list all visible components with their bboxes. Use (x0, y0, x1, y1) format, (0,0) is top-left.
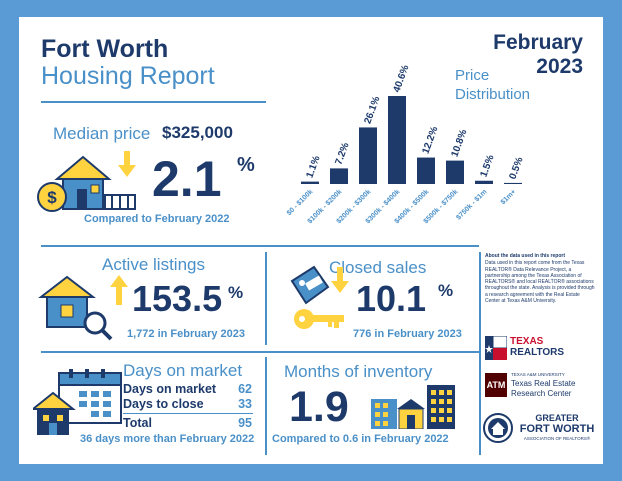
title-city: Fort Worth (41, 35, 169, 63)
section-divider-1 (41, 245, 479, 247)
dom-row-label-0: Days on market (123, 382, 217, 396)
texas-realtors-line2: REALTORS (510, 347, 565, 358)
bar-1 (330, 168, 348, 184)
active-sub: 1,772 in February 2023 (127, 328, 246, 340)
svg-text:$: $ (47, 188, 57, 207)
texas-flag-icon (485, 336, 507, 360)
bar-0 (301, 181, 319, 184)
chart-title: Price Distribution (455, 66, 565, 104)
category-label-6: $750k - $1m (455, 188, 488, 221)
tamu-line2: Texas Real Estate (511, 379, 576, 388)
active-label: Active listings (102, 255, 205, 274)
section-divider-3 (41, 351, 479, 353)
dom-total-rule (123, 413, 253, 414)
value-label-1: 7.2% (333, 141, 351, 166)
closed-unit: % (438, 281, 454, 300)
tamu-line1: TEXAS A&M UNIVERSITY (511, 372, 565, 377)
active-change: 153.5 (132, 278, 223, 319)
median-compare: Compared to February 2022 (84, 213, 230, 225)
value-label-5: 10.8% (449, 128, 469, 159)
section-divider-2 (265, 252, 267, 345)
moi-value: 1.9 (289, 383, 349, 431)
dom-sub: 36 days more than February 2022 (80, 433, 255, 445)
category-label-0: $0 - $100k (286, 188, 315, 217)
dom-row-label-1: Days to close (123, 397, 204, 411)
value-label-6: 1.5% (478, 153, 496, 178)
bar-6 (475, 180, 493, 184)
moi-sub: Compared to 0.6 in February 2022 (272, 433, 449, 445)
house-dollar-down-arrow-icon: $ (37, 151, 136, 212)
about-data: About the data used in this report Data … (485, 253, 595, 304)
texas-realtors-logo: TEXAS REALTORS (485, 335, 595, 361)
closed-sub: 776 in February 2023 (353, 328, 462, 340)
about-heading: About the data used in this report (485, 253, 566, 259)
value-label-0: 1.1% (304, 154, 322, 179)
median-change: 2.1 (152, 151, 222, 207)
bar-2 (359, 127, 377, 184)
bar-7 (504, 182, 522, 184)
house-magnifier-up-arrow-icon (38, 275, 128, 341)
report-month: February (493, 31, 583, 54)
section-divider-5 (479, 252, 481, 455)
bar-3 (388, 96, 406, 184)
value-label-3: 40.6% (391, 64, 411, 95)
median-value: $325,000 (162, 123, 233, 142)
title-report: Housing Report (41, 62, 215, 90)
dom-row-value-0: 62 (238, 382, 252, 396)
dom-total-value: 95 (238, 416, 252, 430)
report-card: Fort Worth Housing Report February 2023 … (19, 17, 603, 464)
median-label: Median price (53, 124, 151, 143)
gfw-line1: GREATER (535, 413, 579, 423)
tamu-logo: ATM TEXAS A&M UNIVERSITY Texas Real Esta… (485, 371, 597, 401)
dom-label: Days on market (123, 361, 243, 380)
city-buildings-icon (371, 385, 455, 429)
value-label-2: 26.1% (362, 95, 382, 126)
dom-total-label: Total (123, 416, 152, 430)
active-unit: % (228, 283, 244, 302)
gfw-emblem-icon (483, 413, 513, 443)
closed-change: 10.1 (356, 278, 427, 319)
section-divider-4 (265, 357, 267, 455)
gfw-line3: ASSOCIATION OF REALTORS® (523, 436, 591, 441)
tamu-line3: Research Center (511, 389, 572, 398)
value-label-4: 12.2% (420, 125, 440, 156)
texas-realtors-line1: TEXAS (510, 336, 544, 347)
moi-label: Months of inventory (284, 362, 433, 381)
dom-row-value-1: 33 (238, 397, 252, 411)
bar-4 (417, 157, 435, 184)
key-tag-down-arrow-icon (290, 265, 349, 329)
chart-title-line2: Distribution (455, 86, 531, 103)
value-label-7: 0.5% (507, 156, 525, 181)
category-label-7: $1m+ (500, 188, 518, 206)
chart-title-line1: Price (455, 67, 490, 84)
median-unit: % (237, 154, 255, 176)
about-body: Data used in this report come from the T… (485, 260, 595, 305)
report-date: February 2023 (433, 31, 583, 79)
calendar-house-icon (33, 369, 122, 435)
title-rule (41, 101, 266, 103)
gfw-line2: FORT WORTH (519, 423, 595, 435)
gfw-logo: GREATER FORT WORTH ASSOCIATION OF REALTO… (483, 411, 599, 451)
tamu-mark-icon: ATM (485, 373, 507, 397)
closed-label: Closed sales (329, 258, 427, 277)
bar-5 (446, 160, 464, 184)
report-year: 2023 (536, 55, 583, 78)
